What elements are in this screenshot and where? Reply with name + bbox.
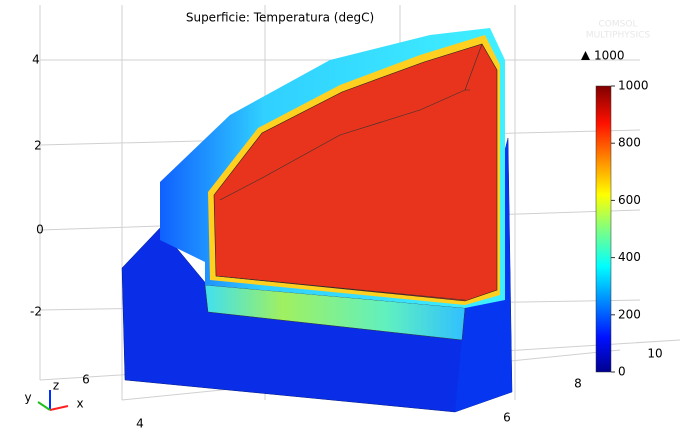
chart: Superficie: Temperatura (degC) COMSOL MU… (0, 0, 683, 437)
colorbar-max-label: 1000 (594, 49, 625, 63)
colorbar-tick-label: 200 (618, 307, 641, 321)
y-tick-label: 6 (82, 373, 90, 387)
colorbar-tick-label: 400 (618, 250, 641, 264)
colorbar (596, 86, 611, 372)
logo: MULTIPHYSICS (586, 31, 651, 41)
x-tick-label: 8 (574, 377, 582, 391)
geometry (122, 28, 512, 412)
z-tick-label: -2 (30, 305, 42, 319)
z-tick-label: 2 (34, 139, 42, 153)
axis-label: z (53, 379, 59, 393)
colorbar-tick-label: 600 (618, 193, 641, 207)
z-tick-label: 4 (32, 53, 40, 67)
y-tick-label: 4 (136, 417, 144, 431)
colorbar-tick-label: 0 (618, 365, 626, 379)
logo: COMSOL (599, 20, 638, 30)
z-tick-label: 0 (36, 223, 44, 237)
axis-label: y (24, 391, 31, 405)
chart-title: Superficie: Temperatura (degC) (186, 11, 374, 25)
x-tick-label: 10 (647, 347, 662, 361)
colorbar-tick-label: 800 (618, 136, 641, 150)
axis-triad (38, 390, 68, 410)
axis-label: x (76, 397, 83, 411)
colorbar-tick-label: 1000 (618, 79, 649, 93)
max-marker (581, 51, 590, 60)
x-tick-label: 6 (503, 411, 511, 425)
